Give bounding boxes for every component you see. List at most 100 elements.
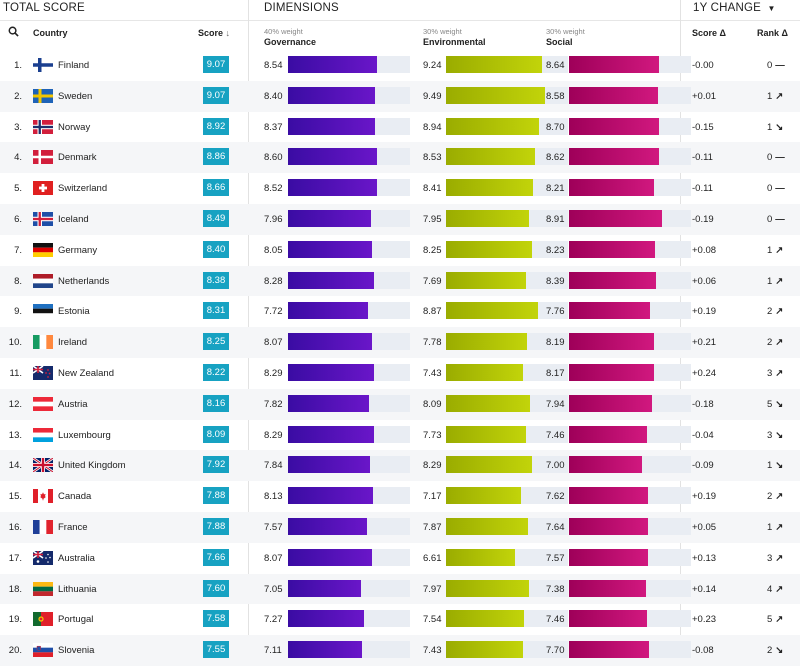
environmental-bar <box>446 394 531 412</box>
country-name[interactable]: Netherlands <box>58 275 110 287</box>
column-header-governance[interactable]: Governance <box>264 37 317 47</box>
au-flag-icon <box>33 550 53 565</box>
country-name[interactable]: Estonia <box>58 306 90 318</box>
table-row[interactable]: 10. Ireland 8.25 8.07 7.78 8.19 +0.21 2 ↗ <box>0 327 800 358</box>
environmental-bar-track <box>446 333 568 351</box>
table-row[interactable]: 1. Finland 9.07 8.54 9.24 8.64 -0.00 0— <box>0 50 800 81</box>
country-name[interactable]: Germany <box>58 244 98 256</box>
rank-change-value: 2 <box>767 645 773 657</box>
country-name[interactable]: Sweden <box>58 90 93 102</box>
governance-bar <box>288 210 371 227</box>
rank-change-value: 1 <box>767 275 773 287</box>
governance-bar-track <box>288 179 410 197</box>
table-row[interactable]: 5. Switzerland 8.66 8.52 8.41 8.21 -0.11 0— <box>0 173 800 204</box>
table-row[interactable]: 2. Sweden 9.07 8.40 9.49 8.58 +0.01 1 ↗ <box>0 80 800 112</box>
country-name[interactable]: Portugal <box>58 614 94 626</box>
search-button[interactable] <box>8 26 19 39</box>
table-row[interactable]: 11. New Zealand 8.22 8.29 7.43 8.17 +0.24 3 ↗ <box>0 358 800 389</box>
social-bar <box>569 148 659 166</box>
country-name[interactable]: Iceland <box>58 214 89 225</box>
table-row[interactable]: 15. Canada 7.88 8.13 7.17 7.62 +0.19 2 ↗ <box>0 481 800 512</box>
column-header-environmental[interactable]: Environmental <box>423 37 486 47</box>
country-name[interactable]: Norway <box>58 121 91 133</box>
table-row[interactable]: 14. United Kingdom 7.92 7.84 8.29 7.00 -0.09 1 ↘ <box>0 450 800 482</box>
rank-change: 2 ↗ <box>767 337 797 348</box>
social-bar <box>569 333 655 351</box>
governance-bar-track <box>288 56 410 73</box>
table-row[interactable]: 7. Germany 8.40 8.05 8.25 8.23 +0.08 1 ↗ <box>0 235 800 266</box>
table-row[interactable]: 4. Denmark 8.86 8.60 8.53 8.62 -0.11 0— <box>0 142 800 174</box>
country-name[interactable]: New Zealand <box>58 368 114 379</box>
governance-value: 7.72 <box>264 306 283 318</box>
country-name[interactable]: Denmark <box>58 152 97 164</box>
social-bar-track <box>569 302 691 320</box>
table-row[interactable]: 8. Netherlands 8.38 8.28 7.69 8.39 +0.06 1 ↗ <box>0 265 800 297</box>
rank-change: 5 ↗ <box>767 614 797 625</box>
governance-bar-track <box>288 456 410 474</box>
environmental-value: 8.94 <box>423 121 442 133</box>
column-header-rank-change[interactable]: Rank Δ <box>757 28 788 38</box>
total-score-badge: 8.09 <box>203 425 229 443</box>
table-row[interactable]: 18. Lithuania 7.60 7.05 7.97 7.38 +0.14 4 ↗ <box>0 573 800 605</box>
table-row[interactable]: 12. Austria 8.16 7.82 8.09 7.94 -0.18 5 ↘ <box>0 388 800 420</box>
country-name[interactable]: Luxembourg <box>58 429 111 441</box>
governance-value: 8.07 <box>264 552 283 564</box>
total-score-badge: 8.25 <box>203 333 229 351</box>
table-row[interactable]: 13. Luxembourg 8.09 8.29 7.73 7.46 -0.04 3 ↘ <box>0 420 800 451</box>
country-name[interactable]: United Kingdom <box>58 460 126 472</box>
table-row[interactable]: 3. Norway 8.92 8.37 8.94 8.70 -0.15 1 ↘ <box>0 112 800 143</box>
social-value: 7.64 <box>546 522 565 533</box>
table-row[interactable]: 17. Australia 7.66 8.07 6.61 7.57 +0.13 3 ↗ <box>0 543 800 574</box>
column-header-country[interactable]: Country <box>33 28 68 38</box>
table-row[interactable]: 19. Portugal 7.58 7.27 7.54 7.46 +0.23 5 ↗ <box>0 604 800 635</box>
arrow-up-right-icon: ↗ <box>775 275 784 287</box>
total-score-badge: 7.55 <box>203 641 229 659</box>
rank-change: 1 ↗ <box>767 245 797 256</box>
fr-flag-icon <box>33 520 53 534</box>
country-name[interactable]: Austria <box>58 398 88 410</box>
country-name[interactable]: Switzerland <box>58 183 108 195</box>
governance-value: 7.57 <box>264 522 283 533</box>
rank-number: 19. <box>8 614 22 626</box>
environmental-bar <box>446 117 539 135</box>
country-name[interactable]: Finland <box>58 60 90 71</box>
rank-number: 12. <box>8 398 22 410</box>
arrow-up-right-icon: ↗ <box>775 552 784 564</box>
table-row[interactable]: 16. France 7.88 7.57 7.87 7.64 +0.05 1 ↗ <box>0 512 800 543</box>
arrow-up-right-icon: ↗ <box>775 614 784 626</box>
rank-change: 5 ↘ <box>767 399 797 410</box>
environmental-bar <box>446 302 539 320</box>
country-name[interactable]: Lithuania <box>58 583 97 595</box>
environmental-value: 7.43 <box>423 645 442 657</box>
country-name[interactable]: France <box>58 522 88 533</box>
table-row[interactable]: 6. Iceland 8.49 7.96 7.95 8.91 -0.19 0— <box>0 204 800 235</box>
governance-bar-track <box>288 333 410 351</box>
score-change: +0.21 <box>692 337 717 349</box>
country-name[interactable]: Ireland <box>58 337 88 349</box>
social-bar-track <box>569 240 691 258</box>
environmental-value: 8.09 <box>423 398 442 410</box>
table-row[interactable]: 9. Estonia 8.31 7.72 8.87 7.76 +0.19 2 ↗ <box>0 296 800 327</box>
rank-change-value: 2 <box>767 491 773 503</box>
column-header-score[interactable]: Score ↓ <box>198 28 230 38</box>
score-change: -0.09 <box>692 460 714 472</box>
nz-flag-icon <box>33 366 53 380</box>
governance-bar-track <box>288 148 410 166</box>
country-name[interactable]: Slovenia <box>58 645 95 657</box>
environmental-bar-track <box>446 117 568 135</box>
rank-change: 2 ↘ <box>767 645 797 656</box>
social-value: 7.38 <box>546 583 565 595</box>
table-row[interactable]: 20. Slovenia 7.55 7.11 7.43 7.70 -0.08 2 ↘ <box>0 635 800 666</box>
score-change: -0.04 <box>692 429 714 441</box>
column-header-score-change[interactable]: Score Δ <box>692 28 726 38</box>
governance-value: 8.05 <box>264 244 283 256</box>
country-name[interactable]: Canada <box>58 491 92 503</box>
environmental-bar <box>446 86 545 104</box>
country-name[interactable]: Australia <box>58 552 95 564</box>
score-change: +0.08 <box>692 244 717 256</box>
column-header-social[interactable]: Social <box>546 37 573 47</box>
environmental-weight: 30% weight <box>423 27 462 36</box>
social-value: 8.64 <box>546 60 565 71</box>
governance-bar-track <box>288 240 410 258</box>
change-period-dropdown[interactable]: 1Y CHANGE ▼ <box>693 2 776 14</box>
